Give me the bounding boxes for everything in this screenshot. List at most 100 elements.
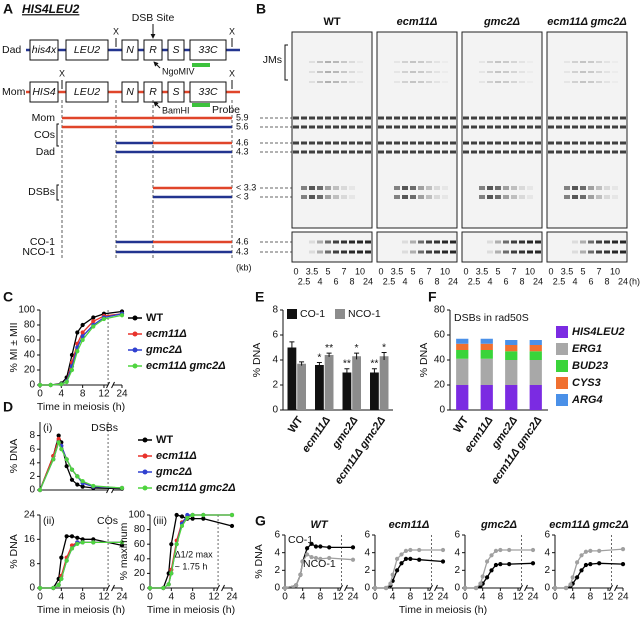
data-point xyxy=(80,484,85,489)
gel-band xyxy=(572,81,578,83)
bar-segment xyxy=(480,358,493,385)
gel-band xyxy=(349,240,355,244)
lane-time: 5 xyxy=(495,266,500,276)
gel-band xyxy=(450,150,456,154)
gel-band xyxy=(394,116,400,120)
bar-segment xyxy=(505,351,518,360)
bar xyxy=(297,363,306,410)
y-tick-label: 0 xyxy=(29,380,35,391)
gel-band xyxy=(548,150,554,154)
gel-band xyxy=(511,186,517,190)
gel-band xyxy=(495,186,501,190)
series-label: CO-1 xyxy=(288,534,313,546)
lane-time: 6 xyxy=(503,276,508,286)
data-point xyxy=(119,485,125,491)
lane-time: 4 xyxy=(402,276,407,286)
bar xyxy=(287,347,297,410)
gel-band xyxy=(548,141,554,145)
gel-band xyxy=(471,125,477,129)
data-point xyxy=(64,558,69,563)
y-tick-label: 6 xyxy=(364,530,370,541)
gel-band xyxy=(341,116,347,120)
gel-band xyxy=(620,150,626,154)
data-point xyxy=(478,581,483,586)
panel-letter: C xyxy=(3,289,13,305)
gel-band xyxy=(402,71,408,73)
gel-band xyxy=(450,141,456,145)
data-point xyxy=(309,541,314,546)
gel-band xyxy=(572,186,578,190)
gel-band xyxy=(503,141,509,145)
axis-break-gap xyxy=(218,585,223,591)
axis-break-gap xyxy=(108,585,113,591)
data-point xyxy=(80,330,85,335)
gel-band xyxy=(511,61,517,63)
x-tick-label: 8 xyxy=(190,592,196,603)
data-point xyxy=(166,582,171,587)
y-tick-label: 0 xyxy=(29,485,35,496)
gel-band xyxy=(511,125,517,129)
y-tick-label: 0 xyxy=(454,583,460,594)
x-tick-label: 4 xyxy=(300,592,306,603)
gel-band xyxy=(495,250,501,254)
gel-band xyxy=(349,186,355,190)
gel-band xyxy=(564,186,570,190)
y-tick-label: 4 xyxy=(274,547,280,558)
gel-band xyxy=(450,240,456,244)
x-tick-label: 4 xyxy=(480,592,486,603)
gel-band xyxy=(426,61,432,63)
data-point xyxy=(473,585,479,591)
gel-band xyxy=(495,141,501,145)
x-tick-label: 0 xyxy=(147,592,153,603)
gene-label: HIS4 xyxy=(32,86,56,98)
panel-letter: G xyxy=(255,513,266,529)
data-point xyxy=(530,547,536,553)
gel-band xyxy=(620,141,626,145)
axis-break-gap xyxy=(108,487,113,493)
legend-swatch xyxy=(335,309,345,319)
gel-band xyxy=(596,250,602,254)
gel-band xyxy=(580,240,586,244)
gel-panel xyxy=(546,31,628,229)
gel-band xyxy=(426,240,432,244)
gene-label: S xyxy=(172,44,179,56)
gel-band xyxy=(527,186,533,190)
gel-band xyxy=(588,141,594,145)
gel-band xyxy=(418,81,424,83)
x-tick-label: 0 xyxy=(552,592,558,603)
size-label: 5.9 xyxy=(236,112,249,122)
gene-box xyxy=(189,81,227,103)
data-point xyxy=(417,547,422,553)
gel-band xyxy=(325,61,331,63)
gel-band xyxy=(325,81,331,83)
gel-band xyxy=(394,195,400,199)
x-tick-label: 12 xyxy=(332,592,344,603)
legend-label: gmc2Δ xyxy=(145,344,182,356)
y-tick-label: 20 xyxy=(434,380,446,391)
gel-band xyxy=(317,141,323,145)
gel-band xyxy=(479,141,485,145)
bracket xyxy=(56,123,59,147)
gene-label: N xyxy=(126,44,134,56)
y-tick-label: 2 xyxy=(454,565,460,576)
y-tick-label: 24 xyxy=(24,510,36,521)
gel-band xyxy=(519,195,525,199)
data-point xyxy=(293,583,299,588)
data-point xyxy=(408,547,413,553)
lane-time: 2.5 xyxy=(553,276,566,286)
data-point xyxy=(201,512,206,518)
panel-letter: A xyxy=(3,1,13,17)
gel-band xyxy=(426,81,432,83)
y-axis-label: % maximum xyxy=(118,522,130,580)
x-tick-label: 8 xyxy=(498,592,504,603)
gel-band xyxy=(341,71,347,73)
gel-band xyxy=(495,81,501,83)
lane-time: 5 xyxy=(580,266,585,276)
gel-band xyxy=(596,195,602,199)
site-label: X xyxy=(229,26,235,36)
lane-time: 7 xyxy=(596,266,601,276)
data-point xyxy=(59,576,64,581)
data-point xyxy=(64,534,69,539)
gel-band xyxy=(479,195,485,199)
gel-band xyxy=(450,125,456,129)
